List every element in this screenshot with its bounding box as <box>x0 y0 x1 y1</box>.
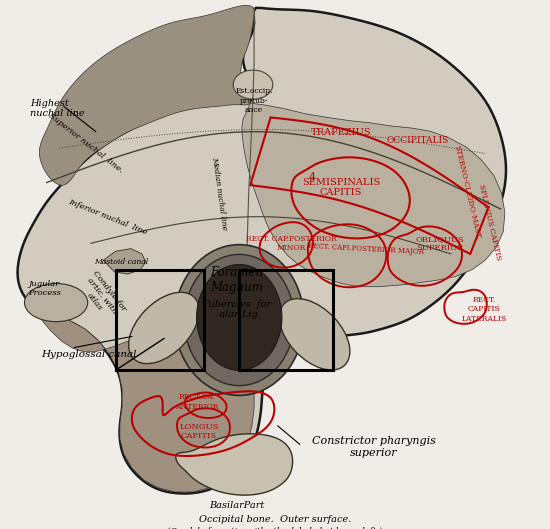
Polygon shape <box>103 249 146 274</box>
Text: Occipital bone.  Outer surface.: Occipital bone. Outer surface. <box>199 515 351 524</box>
Text: Est.occip.
protub-
ance: Est.occip. protub- ance <box>235 87 273 114</box>
Text: SEMISPINALIS
CAPITIS: SEMISPINALIS CAPITIS <box>302 178 380 197</box>
Text: RECT.CA.
ANTERIOR: RECT.CA. ANTERIOR <box>175 394 219 411</box>
Ellipse shape <box>279 299 350 370</box>
Text: Hypoglossal canal: Hypoglossal canal <box>41 350 137 359</box>
Text: Median nuchal line: Median nuchal line <box>210 156 228 230</box>
Text: STERNO-CLEIDO-MAST.: STERNO-CLEIDO-MAST. <box>453 145 482 241</box>
Polygon shape <box>175 434 293 495</box>
Text: RECT.
CAPITIS
LATERALIS: RECT. CAPITIS LATERALIS <box>461 296 507 323</box>
Ellipse shape <box>175 244 304 395</box>
Text: Foramen
Magnum: Foramen Magnum <box>210 267 263 294</box>
Text: TRAPEZIUS: TRAPEZIUS <box>311 127 371 137</box>
Text: BasilarPart: BasilarPart <box>209 500 264 510</box>
Text: Superior nuchal  line.: Superior nuchal line. <box>47 112 124 174</box>
Text: RECT. CAPI.POSTERIOR MAJOR: RECT. CAPI.POSTERIOR MAJOR <box>307 242 424 256</box>
Ellipse shape <box>129 293 199 363</box>
Ellipse shape <box>233 70 273 99</box>
Text: LONGUS
CAPITIS: LONGUS CAPITIS <box>179 423 219 440</box>
Polygon shape <box>40 5 255 185</box>
Text: OCCIPITALIS: OCCIPITALIS <box>387 135 449 145</box>
Text: 4: 4 <box>309 172 316 182</box>
Text: OBLIQUUS
SUPERIOR: OBLIQUUS SUPERIOR <box>416 235 464 252</box>
Text: Highest
nuchal line: Highest nuchal line <box>30 99 85 118</box>
Text: Constrictor pharyngis
superior: Constrictor pharyngis superior <box>312 436 436 458</box>
Text: Condyle for
artic. with
atlas: Condyle for artic. with atlas <box>76 269 127 324</box>
Ellipse shape <box>197 264 282 370</box>
Polygon shape <box>29 302 254 492</box>
Polygon shape <box>18 8 506 494</box>
Ellipse shape <box>184 254 294 386</box>
Polygon shape <box>242 103 505 287</box>
Text: Tubercles  for
  alar Lig.: Tubercles for alar Lig. <box>202 300 271 319</box>
Text: SPLENIUS CAPITIS: SPLENIUS CAPITIS <box>477 184 502 261</box>
Text: RECT. CAP.POSTERIOR
MINOR: RECT. CAP.POSTERIOR MINOR <box>246 235 337 252</box>
Text: (Condyle for artic. with atlas labeled at lower left.): (Condyle for artic. with atlas labeled a… <box>167 527 383 529</box>
Text: Inferior nuchal  line: Inferior nuchal line <box>67 197 148 236</box>
Text: Jugular
Process: Jugular Process <box>29 280 62 297</box>
Ellipse shape <box>24 284 88 322</box>
Bar <box>239 270 333 370</box>
Text: Mastoid canal: Mastoid canal <box>94 258 148 266</box>
Bar <box>116 270 204 370</box>
